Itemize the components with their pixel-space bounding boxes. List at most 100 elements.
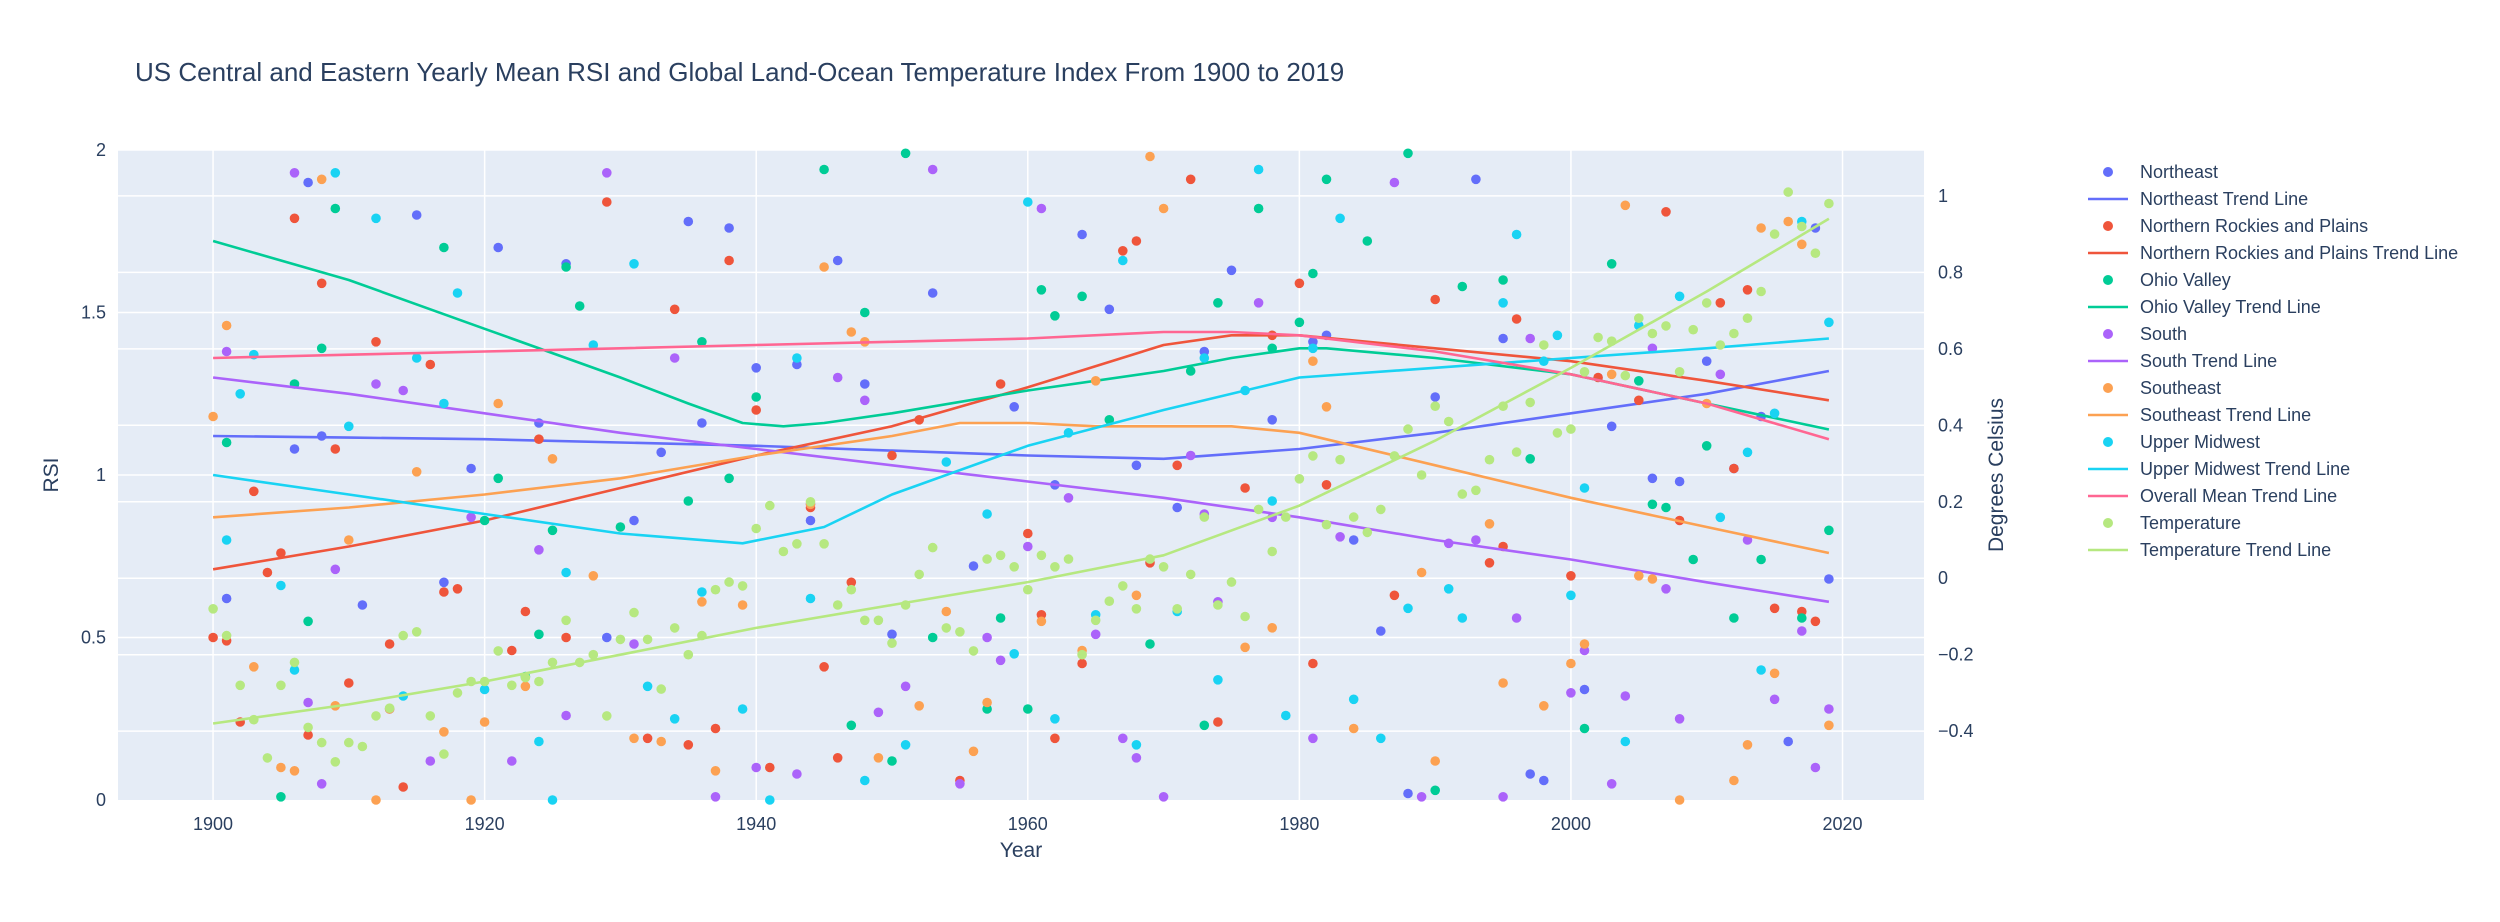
data-point [534,434,544,445]
data-point [1756,554,1766,565]
data-point [615,634,626,645]
legend-item-upper-midwest-trend-line[interactable]: Upper Midwest Trend Line [2088,459,2350,479]
data-point [289,168,300,178]
data-point [1566,571,1576,581]
data-point [1321,480,1332,490]
data-point [1036,203,1047,214]
data-point [452,688,463,698]
data-point [982,697,992,708]
data-point [1539,775,1549,786]
legend-label: South [2140,324,2187,344]
data-point [819,262,829,272]
data-point [1348,535,1359,545]
data-point [1742,313,1753,324]
data-point [1511,447,1522,457]
data-point [1213,717,1223,727]
data-point [1742,535,1753,545]
data-point [1769,694,1780,705]
data-point [724,473,734,484]
x-tick-label: 1960 [1008,814,1048,834]
data-point [1539,701,1549,711]
legend-item-northern-rockies-and-plains-trend-line[interactable]: Northern Rockies and Plains Trend Line [2088,243,2458,263]
series-temperature-trend-line [212,217,1830,725]
data-point [1783,736,1793,747]
data-point [249,486,259,497]
data-point [1810,762,1821,773]
data-point [642,733,653,744]
data-point [860,307,870,318]
data-point [1756,223,1766,233]
data-point [1579,684,1590,695]
data-point [1824,525,1834,536]
y2-axis-title: Degrees Celsius [1985,398,2008,552]
data-point [927,632,938,643]
legend-label: Northeast [2140,162,2218,182]
data-point [1797,239,1807,250]
data-point [1403,424,1413,434]
data-point [1213,298,1223,308]
data-point [221,346,232,357]
legend-item-south[interactable]: South [2103,324,2187,344]
data-point [1525,333,1535,344]
data-point [669,714,680,724]
data-point [941,457,952,467]
data-point [466,463,476,474]
series-ohio-valley [221,148,1834,802]
legend-item-southeast-trend-line[interactable]: Southeast Trend Line [2088,405,2311,425]
data-point [588,571,599,581]
legend-item-northeast[interactable]: Northeast [2103,162,2218,182]
data-point [941,606,952,617]
data-point [1566,658,1576,669]
data-point [1009,649,1019,659]
legend-item-northern-rockies-and-plains[interactable]: Northern Rockies and Plains [2103,216,2368,236]
legend-item-temperature-trend-line[interactable]: Temperature Trend Line [2088,540,2331,560]
data-point [574,301,585,311]
data-point [1647,499,1658,510]
data-point [873,753,884,763]
legend-item-upper-midwest[interactable]: Upper Midwest [2103,432,2260,452]
data-point [1511,229,1522,240]
data-point [1240,642,1250,653]
data-point [1267,623,1277,633]
data-point [737,704,748,714]
data-point [832,372,843,383]
data-point [588,649,599,660]
data-point [1566,590,1576,601]
data-point [642,634,653,645]
data-point [1620,691,1631,701]
data-point [1090,615,1101,626]
trend-line [213,421,1830,555]
data-point [547,657,558,668]
data-point [1213,600,1223,610]
y2-tick-label: 0.8 [1938,262,1963,282]
data-point [357,600,368,610]
data-point [303,177,313,188]
legend-item-ohio-valley[interactable]: Ohio Valley [2103,270,2231,290]
legend-label: South Trend Line [2140,351,2277,371]
data-point [276,762,286,773]
legend-item-overall-mean-trend-line[interactable]: Overall Mean Trend Line [2088,486,2337,506]
data-point [439,242,449,253]
data-point [1308,343,1318,354]
data-point [683,649,694,660]
legend-label: Southeast Trend Line [2140,405,2311,425]
legend-item-northeast-trend-line[interactable]: Northeast Trend Line [2088,189,2308,209]
data-point [1253,298,1264,308]
legend-swatch [2103,437,2113,447]
data-point [1294,278,1305,289]
x-tick-label: 2000 [1551,814,1591,834]
data-point [1362,236,1373,246]
data-point [276,792,286,802]
legend-item-southeast[interactable]: Southeast [2103,378,2221,398]
legend-item-temperature[interactable]: Temperature [2103,513,2241,533]
data-point [1050,311,1060,321]
data-point [927,288,938,298]
legend-item-south-trend-line[interactable]: South Trend Line [2088,351,2277,371]
data-point [805,497,816,507]
data-point [1321,402,1332,412]
data-point [1674,795,1685,805]
data-point [411,210,422,220]
data-point [1634,376,1644,386]
legend-item-ohio-valley-trend-line[interactable]: Ohio Valley Trend Line [2088,297,2321,317]
data-point [1511,314,1522,324]
